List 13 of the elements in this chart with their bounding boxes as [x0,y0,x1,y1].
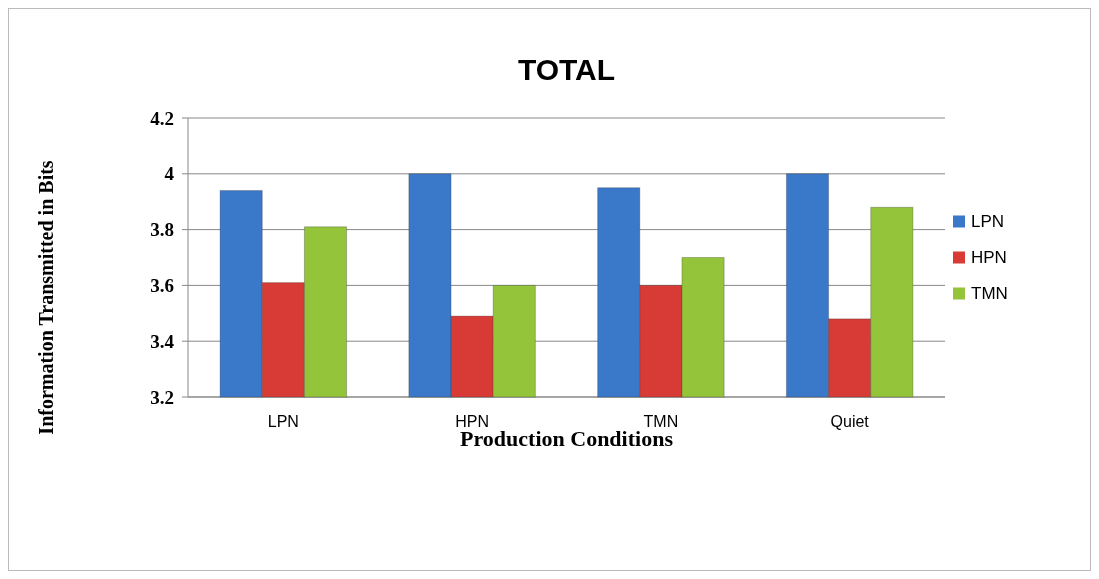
legend-label: HPN [971,248,1007,268]
legend-label: TMN [971,284,1008,304]
y-tick-label: 3.2 [150,386,174,408]
y-tick-label: 3.4 [150,330,175,352]
x-tick-label: LPN [267,413,299,430]
chart-title: TOTAL [517,53,616,86]
y-axis-title: Information Transmitted in Bits [35,160,57,435]
y-tick-label: 4 [164,163,175,185]
legend-label: LPN [971,212,1005,232]
x-tick-label: Quiet [830,413,870,430]
y-tick-label: 3.8 [150,219,174,241]
y-tick-label: 3.6 [150,275,174,297]
y-tick-label: 4.2 [150,107,174,129]
